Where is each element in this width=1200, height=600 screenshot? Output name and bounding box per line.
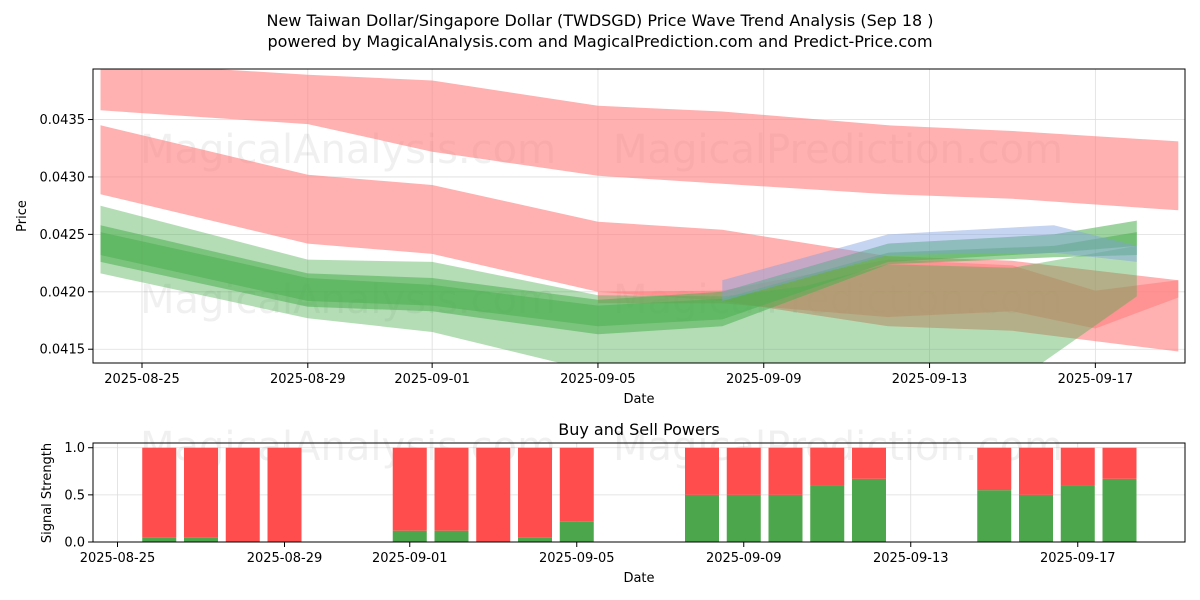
price-y-tick-label-2: 0.0425 <box>40 228 86 243</box>
signal-x-tick-label-5: 2025-09-13 <box>873 551 949 566</box>
buy-bar-2025-09-17 <box>1060 485 1095 542</box>
signal-bars <box>142 447 1137 542</box>
price-x-tick-label-0: 2025-08-25 <box>104 372 180 387</box>
signal-y-tick-label-1: 0.5 <box>64 488 85 503</box>
signal-x-tick-label-3: 2025-09-05 <box>539 551 615 566</box>
chart-subtitle: powered by MagicalAnalysis.com and Magic… <box>267 32 932 51</box>
sell-bar-2025-09-15 <box>977 447 1012 491</box>
price-x-tick-label-5: 2025-09-13 <box>892 372 968 387</box>
signal-x-tick-label-0: 2025-08-25 <box>80 551 156 566</box>
buy-bar-2025-09-09 <box>726 494 761 542</box>
buy-bar-2025-09-08 <box>685 494 719 542</box>
sell-bar-2025-08-29 <box>267 447 302 542</box>
buy-bar-2025-09-10 <box>768 494 803 542</box>
sell-bar-2025-09-03 <box>476 447 511 542</box>
price-bands <box>100 69 1179 363</box>
buy-sell-title: Buy and Sell Powers <box>558 420 720 439</box>
sell-bar-2025-09-09 <box>726 447 761 495</box>
sell-bar-2025-09-10 <box>768 447 803 495</box>
buy-bar-2025-09-01 <box>392 530 427 542</box>
buy-bar-2025-09-12 <box>852 478 886 542</box>
buy-bar-2025-09-04 <box>518 537 552 542</box>
buy-bar-2025-09-15 <box>977 490 1012 542</box>
price-y-ticks: 0.0415 0.0420 0.0425 0.0430 0.0435 <box>40 113 93 358</box>
buy-bar-2025-09-05 <box>559 521 594 542</box>
signal-x-ticks: 2025-08-25 2025-08-29 2025-09-01 2025-09-05… <box>80 542 1116 566</box>
buy-bar-2025-08-26 <box>142 537 177 542</box>
signal-plot-border <box>92 442 1186 543</box>
chart-title: New Taiwan Dollar/Singapore Dollar (TWDS… <box>266 11 933 30</box>
price-band-bear-0 <box>100 69 1179 211</box>
signal-x-tick-label-4: 2025-09-09 <box>706 551 782 566</box>
sell-bar-2025-09-08 <box>685 447 719 495</box>
buy-bar-2025-09-02 <box>434 530 469 542</box>
signal-y-tick-label-0: 0.0 <box>64 536 85 551</box>
signal-y-axis-label: Signal Strength <box>40 443 55 543</box>
sell-bar-2025-08-27 <box>184 447 218 538</box>
sell-bar-2025-08-26 <box>142 447 177 538</box>
price-band-bear-2 <box>598 259 1179 329</box>
buy-bar-2025-09-18 <box>1102 478 1137 542</box>
price-band-bull-5 <box>100 232 1137 327</box>
price-band-bull-4 <box>100 220 1137 335</box>
price-x-ticks: 2025-08-25 2025-08-29 2025-09-01 2025-09-05… <box>104 363 1133 387</box>
price-x-tick-label-6: 2025-09-17 <box>1058 372 1134 387</box>
price-y-tick-label-3: 0.0430 <box>40 170 86 185</box>
price-y-tick-label-4: 0.0435 <box>40 113 86 128</box>
price-x-tick-label-1: 2025-08-29 <box>270 372 346 387</box>
price-y-tick-label-1: 0.0420 <box>40 285 86 300</box>
buy-sell-chart: Buy and Sell Powers MagicalAnalysis.com … <box>40 420 1186 586</box>
sell-bar-2025-08-28 <box>225 447 260 542</box>
price-y-axis-label: Price <box>15 200 30 232</box>
buy-bar-2025-09-11 <box>810 485 845 542</box>
price-x-tick-label-4: 2025-09-09 <box>726 372 802 387</box>
signal-x-axis-label: Date <box>623 571 654 586</box>
sell-bar-2025-09-02 <box>434 447 469 531</box>
price-y-tick-label-0: 0.0415 <box>40 343 86 358</box>
sell-bar-2025-09-01 <box>392 447 427 531</box>
price-wave-chart: MagicalAnalysis.com MagicalPrediction.co… <box>15 68 1186 407</box>
price-x-axis-label: Date <box>623 392 654 407</box>
buy-bar-2025-09-16 <box>1019 494 1053 542</box>
signal-y-tick-label-2: 1.0 <box>64 441 85 456</box>
sell-bar-2025-09-04 <box>518 447 552 538</box>
buy-bar-2025-08-27 <box>184 537 218 542</box>
sell-bar-2025-09-12 <box>852 447 886 479</box>
price-band-bull-3 <box>100 205 1137 363</box>
sell-bar-2025-09-16 <box>1019 447 1053 495</box>
sell-bar-2025-09-05 <box>559 447 594 522</box>
sell-bar-2025-09-17 <box>1060 447 1095 486</box>
signal-x-tick-label-2: 2025-09-01 <box>372 551 448 566</box>
sell-bar-2025-09-11 <box>810 447 845 486</box>
signal-x-tick-label-6: 2025-09-17 <box>1040 551 1116 566</box>
signal-x-tick-label-1: 2025-08-29 <box>247 551 323 566</box>
price-x-tick-label-3: 2025-09-05 <box>560 372 636 387</box>
price-plot-border <box>92 68 1186 364</box>
price-x-tick-label-2: 2025-09-01 <box>394 372 470 387</box>
signal-y-ticks: 0.0 0.5 1.0 <box>64 441 93 551</box>
sell-bar-2025-09-18 <box>1102 447 1137 479</box>
price-band-blue-6 <box>722 225 1137 301</box>
